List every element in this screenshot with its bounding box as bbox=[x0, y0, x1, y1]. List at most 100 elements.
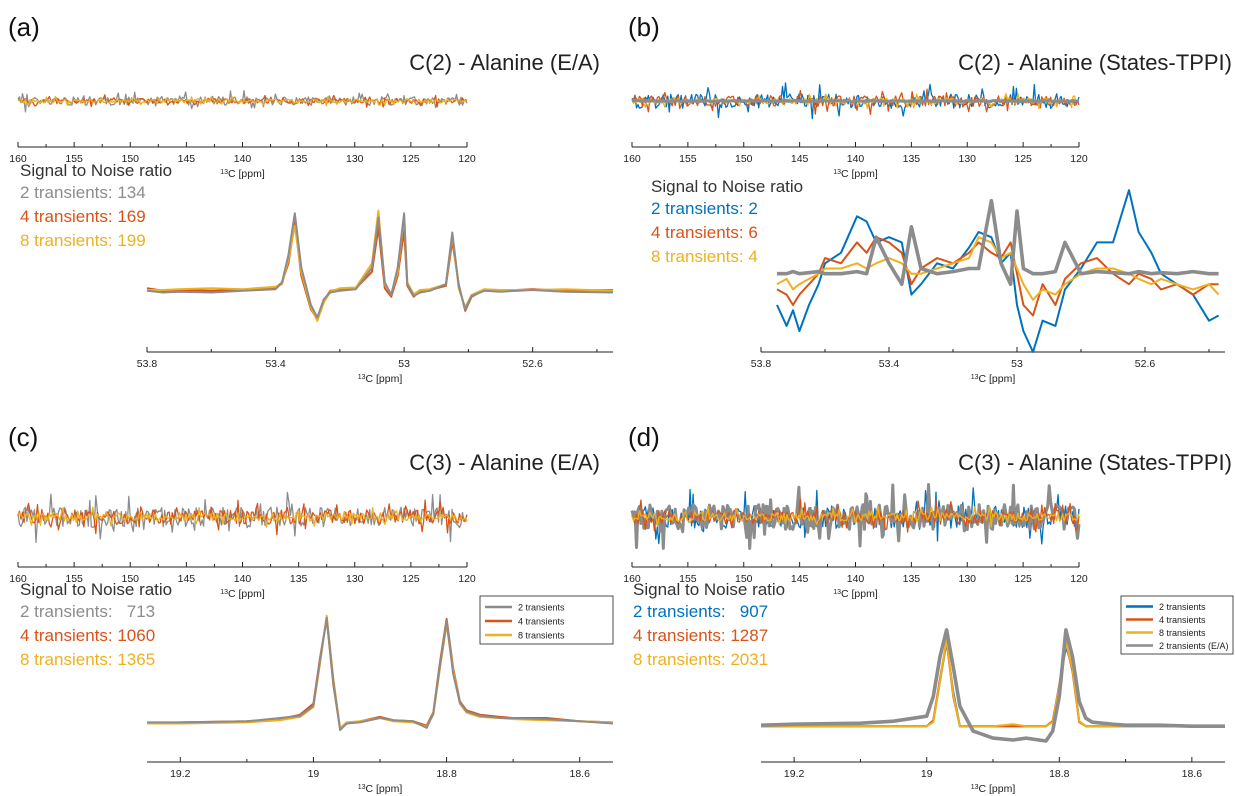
panel-a-snr-line: 2 transients: 134 bbox=[20, 183, 146, 202]
panel-b-full-x-tick-label: 130 bbox=[958, 153, 976, 165]
panel-c-snr-line: 4 transients: 1060 bbox=[20, 626, 155, 645]
panel-d-title: C(3) - Alanine (States-TPPI) bbox=[958, 450, 1232, 475]
panel-a-full-x-tick-label: 160 bbox=[9, 153, 27, 165]
panel-d-legend-label: 2 transients (E/A) bbox=[1159, 641, 1229, 651]
panel-b-full-x-tick-label: 150 bbox=[735, 153, 753, 165]
panel-a-full-x-tick-label: 125 bbox=[402, 153, 420, 165]
panel-a-full-x-axis-label-rest: C [ppm] bbox=[228, 168, 265, 180]
panel-b-snr-line: 8 transients: 4 bbox=[651, 247, 758, 266]
panel-c-full-x-tick-label: 130 bbox=[346, 573, 364, 585]
panel-d-zoom-x-tick-label: 18.6 bbox=[1182, 768, 1203, 780]
panel-d-zoom-series-blue bbox=[761, 640, 1225, 728]
panel-a-full-series-yellow bbox=[17, 95, 468, 107]
panel-a-zoom-x-tick-label: 52.6 bbox=[522, 358, 543, 370]
panel-a-full-x-tick-label: 145 bbox=[178, 153, 196, 165]
panel-b-full-x-tick-label: 155 bbox=[679, 153, 697, 165]
panel-b-zoom-x-tick-label: 53.8 bbox=[751, 358, 772, 370]
panel-c-full-x-tick-label: 125 bbox=[402, 573, 420, 585]
panel-d-snr-line: 2 transients: 907 bbox=[633, 602, 768, 621]
panel-c-legend-label: 8 transients bbox=[518, 631, 565, 641]
panel-d-full-x-tick-label: 140 bbox=[847, 573, 865, 585]
panel-b-snr-heading: Signal to Noise ratio bbox=[651, 177, 803, 196]
panel-a: (a) C(2) - Alanine (E/A) Signal to Noise r… bbox=[8, 12, 614, 385]
panel-c-full-x-axis-label-sup: 13 bbox=[220, 589, 228, 596]
panel-c-full-x-tick-label: 120 bbox=[458, 573, 476, 585]
panel-b-full-x-tick-label: 135 bbox=[903, 153, 921, 165]
panel-c-full-x-axis-label: 13C [ppm] bbox=[220, 588, 265, 600]
panel-b: (b) C(2) - Alanine (States-TPPI) Signal to… bbox=[623, 12, 1232, 385]
panel-a-full-x-tick-label: 120 bbox=[458, 153, 476, 165]
panel-c-snr-line: 2 transients: 713 bbox=[20, 602, 155, 621]
panel-d-zoom-x-tick-label: 18.8 bbox=[1049, 768, 1070, 780]
panel-a-full-x-tick-label: 135 bbox=[290, 153, 308, 165]
panel-d-zoom-x-tick-label: 19 bbox=[921, 768, 933, 780]
panel-c-title: C(3) - Alanine (E/A) bbox=[409, 450, 600, 475]
panel-a-full-x-axis-label: 13C [ppm] bbox=[220, 168, 265, 180]
panel-b-full-x-tick-label: 145 bbox=[791, 153, 809, 165]
panel-d-zoom-x-axis-label: 13C [ppm] bbox=[971, 783, 1016, 795]
panel-a-title: C(2) - Alanine (E/A) bbox=[409, 50, 600, 75]
panel-b-zoom-x-tick-label: 52.6 bbox=[1135, 358, 1156, 370]
panel-b-zoom-x-tick-label: 53.4 bbox=[879, 358, 900, 370]
panel-d-legend-label: 8 transients bbox=[1159, 628, 1206, 638]
panel-b-full-series-orange bbox=[631, 88, 1080, 116]
panel-a-zoom-x-axis-label: 13C [ppm] bbox=[358, 373, 403, 385]
panel-b-zoom-series-gray bbox=[777, 198, 1219, 286]
panel-c-full-x-tick-label: 145 bbox=[178, 573, 196, 585]
panel-b-zoom-x-axis-label-sup: 13 bbox=[971, 374, 979, 381]
panel-d-full-x-tick-label: 125 bbox=[1014, 573, 1032, 585]
panel-d-letter: (d) bbox=[628, 422, 660, 452]
panel-d-full-x-axis-label: 13C [ppm] bbox=[833, 588, 878, 600]
panel-c-snr-line: 8 transients: 1365 bbox=[20, 650, 155, 669]
panel-a-full-x-tick-label: 130 bbox=[346, 153, 364, 165]
panel-c-zoom-x-tick-label: 19.2 bbox=[170, 768, 191, 780]
panel-a-full-x-tick-label: 150 bbox=[121, 153, 139, 165]
panel-b-full-x-axis-label: 13C [ppm] bbox=[833, 168, 878, 180]
panel-a-zoom-x-tick-label: 53.8 bbox=[137, 358, 158, 370]
panel-d-full-x-axis-label-sup: 13 bbox=[833, 589, 841, 596]
panel-a-full-x-tick-label: 155 bbox=[65, 153, 83, 165]
panel-b-full-x-tick-label: 160 bbox=[623, 153, 641, 165]
panel-b-full-x-tick-label: 140 bbox=[847, 153, 865, 165]
panel-c-zoom-x-tick-label: 18.6 bbox=[569, 768, 590, 780]
panel-d-zoom-x-axis-label-sup: 13 bbox=[971, 784, 979, 791]
panel-b-full-x-axis-label-rest: C [ppm] bbox=[841, 168, 878, 180]
panel-d-full-x-axis-label-rest: C [ppm] bbox=[841, 588, 878, 600]
panel-a-snr-line: 8 transients: 199 bbox=[20, 231, 146, 250]
panel-b-full-series-gray bbox=[632, 98, 1080, 104]
panel-a-full-x-tick-label: 140 bbox=[234, 153, 252, 165]
panel-b-full-x-axis-label-sup: 13 bbox=[833, 169, 841, 176]
panel-c-full-x-axis-label-rest: C [ppm] bbox=[228, 588, 265, 600]
panel-c-full-x-tick-label: 155 bbox=[65, 573, 83, 585]
panel-d-snr-line: 8 transients: 2031 bbox=[633, 650, 768, 669]
panel-c-zoom-x-tick-label: 18.8 bbox=[436, 768, 457, 780]
panel-a-zoom-x-axis-label-rest: C [ppm] bbox=[366, 373, 403, 385]
panel-a-letter: (a) bbox=[8, 12, 40, 42]
panel-d-legend-label: 2 transients bbox=[1159, 602, 1206, 612]
panel-b-full-x-tick-label: 120 bbox=[1070, 153, 1088, 165]
panel-d-legend-label: 4 transients bbox=[1159, 615, 1206, 625]
panel-d-full-x-tick-label: 120 bbox=[1070, 573, 1088, 585]
panel-d-full-x-tick-label: 145 bbox=[791, 573, 809, 585]
panel-b-snr-line: 2 transients: 2 bbox=[651, 199, 758, 218]
panel-b-zoom-x-axis-label: 13C [ppm] bbox=[971, 373, 1016, 385]
panel-d-zoom-x-tick-label: 19.2 bbox=[784, 768, 805, 780]
panel-d-full-x-tick-label: 150 bbox=[735, 573, 753, 585]
panel-c-zoom-x-tick-label: 19 bbox=[308, 768, 320, 780]
panel-c-full-x-tick-label: 140 bbox=[234, 573, 252, 585]
panel-d-zoom-series-yellow bbox=[761, 637, 1225, 728]
panel-d-full-x-tick-label: 155 bbox=[679, 573, 697, 585]
panel-c-legend-label: 4 transients bbox=[518, 617, 565, 627]
panel-a-zoom-series-gray bbox=[146, 212, 614, 319]
panel-b-zoom-series-blue bbox=[776, 189, 1220, 353]
panel-a-zoom-x-tick-label: 53.4 bbox=[265, 358, 286, 370]
panel-a-full-x-axis-label-sup: 13 bbox=[220, 169, 228, 176]
panel-c-legend-label: 2 transients bbox=[518, 603, 565, 613]
panel-b-letter: (b) bbox=[628, 12, 660, 42]
panel-b-title: C(2) - Alanine (States-TPPI) bbox=[958, 50, 1232, 75]
panel-c-zoom-x-axis-label-rest: C [ppm] bbox=[366, 783, 403, 795]
panel-d-full-series-orange bbox=[631, 498, 1080, 533]
panel-c-full-x-tick-label: 150 bbox=[121, 573, 139, 585]
panel-c-zoom-x-axis-label: 13C [ppm] bbox=[358, 783, 403, 795]
